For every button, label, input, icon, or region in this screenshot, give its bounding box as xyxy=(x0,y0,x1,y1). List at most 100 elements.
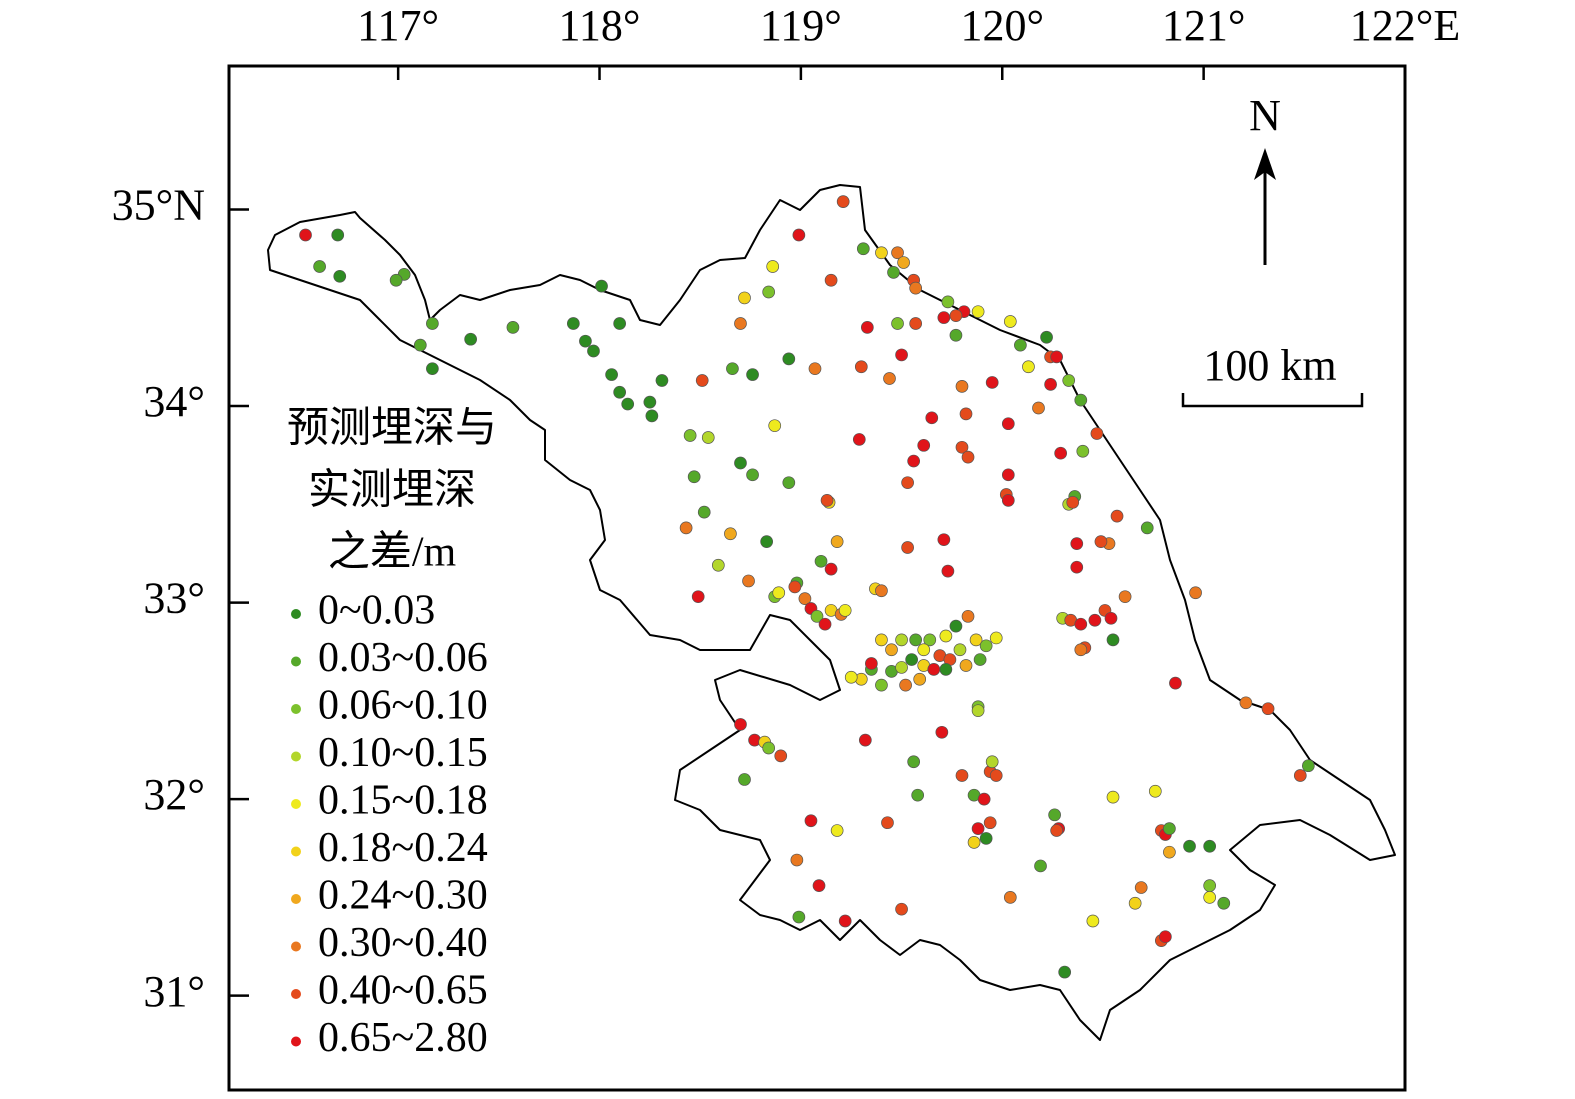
sample-point xyxy=(818,617,832,631)
sample-point xyxy=(782,352,796,366)
sample-point xyxy=(967,836,981,849)
sample-point xyxy=(875,584,888,598)
legend-swatch xyxy=(291,894,301,904)
legend-label: 0.03~0.06 xyxy=(318,635,488,681)
sample-point xyxy=(738,291,751,305)
sample-point xyxy=(1070,560,1084,574)
sample-point xyxy=(955,380,969,393)
sample-point xyxy=(808,362,822,376)
sample-point xyxy=(1001,494,1015,507)
sample-point xyxy=(935,725,949,739)
sample-point xyxy=(788,580,802,594)
sample-point xyxy=(909,317,923,330)
legend-swatch xyxy=(291,846,301,857)
sample-point xyxy=(854,360,868,374)
sample-point xyxy=(724,527,737,541)
sample-point xyxy=(1003,315,1017,328)
legend-title: 之差/m xyxy=(328,530,457,576)
sample-point xyxy=(887,266,900,279)
sample-point xyxy=(804,814,818,828)
sample-point xyxy=(875,633,888,647)
sample-point xyxy=(762,285,776,299)
sample-point xyxy=(895,633,908,647)
sample-point xyxy=(566,317,580,330)
sample-point xyxy=(1048,808,1061,822)
sample-point xyxy=(782,476,796,490)
sample-point xyxy=(333,269,347,283)
sample-point xyxy=(1217,896,1231,910)
legend-swatch xyxy=(291,656,301,667)
sample-point xyxy=(587,344,600,358)
sample-point xyxy=(1239,696,1253,710)
sample-point xyxy=(413,338,427,352)
sample-point xyxy=(875,246,888,260)
sample-point xyxy=(1054,446,1068,460)
legend-label: 0.06~0.10 xyxy=(318,683,488,729)
legend-title: 预测埋深与 xyxy=(287,406,497,452)
legend-title: 实测埋深 xyxy=(308,467,476,514)
sample-point xyxy=(299,228,312,242)
sample-point xyxy=(1094,535,1108,548)
sample-point xyxy=(1050,350,1063,364)
sample-point xyxy=(973,653,987,666)
sample-point xyxy=(961,450,975,464)
sample-point xyxy=(790,853,804,867)
sample-point xyxy=(613,317,627,330)
x-tick-label: 122°E xyxy=(1350,1,1460,50)
sample-point xyxy=(643,395,657,409)
sample-point xyxy=(605,368,618,381)
sample-point xyxy=(734,718,747,731)
sample-point xyxy=(907,755,921,769)
sample-point xyxy=(985,755,999,769)
sample-point xyxy=(865,657,878,670)
x-tick-label: 117° xyxy=(357,1,439,50)
x-tick-label: 118° xyxy=(559,1,641,50)
sample-point xyxy=(687,470,701,484)
sample-point xyxy=(1169,676,1182,690)
sample-point xyxy=(949,309,963,322)
sample-point xyxy=(1106,633,1120,647)
sample-point xyxy=(1074,617,1088,631)
sample-point xyxy=(697,505,711,519)
x-tick-label: 121° xyxy=(1162,1,1246,50)
sample-point xyxy=(895,661,908,674)
sample-point xyxy=(742,574,755,588)
sample-point xyxy=(959,407,973,421)
sample-point xyxy=(762,741,776,755)
sample-point xyxy=(838,604,852,617)
sample-point xyxy=(937,311,951,324)
y-tick-label: 34° xyxy=(143,377,205,426)
sample-point xyxy=(989,631,1003,645)
sample-point xyxy=(925,411,939,425)
sample-point xyxy=(971,305,985,319)
sample-point xyxy=(734,317,747,330)
sample-point xyxy=(838,914,852,928)
sample-point xyxy=(971,822,985,835)
legend-label: 0.65~2.80 xyxy=(318,1015,488,1061)
x-tick-label: 120° xyxy=(960,1,1044,50)
sample-point xyxy=(810,609,824,623)
sample-point xyxy=(941,295,955,309)
sample-point xyxy=(971,704,985,718)
north-arrow-head xyxy=(1254,148,1276,180)
sample-point xyxy=(979,639,993,653)
sample-point xyxy=(331,228,345,242)
sample-point xyxy=(858,733,872,747)
y-tick-label: 32° xyxy=(143,770,205,819)
sample-point xyxy=(1034,859,1047,873)
sample-point xyxy=(1074,393,1088,407)
sample-point xyxy=(746,368,759,381)
sample-point xyxy=(917,438,931,452)
sample-point xyxy=(983,816,997,830)
sample-point xyxy=(1074,643,1088,657)
sample-point xyxy=(913,672,927,686)
sample-point xyxy=(985,376,999,389)
legend-swatch xyxy=(291,751,301,762)
sample-point xyxy=(683,429,697,442)
sample-point xyxy=(1293,769,1307,782)
sample-point xyxy=(860,321,874,334)
sample-point xyxy=(1032,401,1045,415)
legend-swatch xyxy=(291,989,301,999)
sample-point xyxy=(961,609,975,623)
sample-point xyxy=(824,273,838,287)
